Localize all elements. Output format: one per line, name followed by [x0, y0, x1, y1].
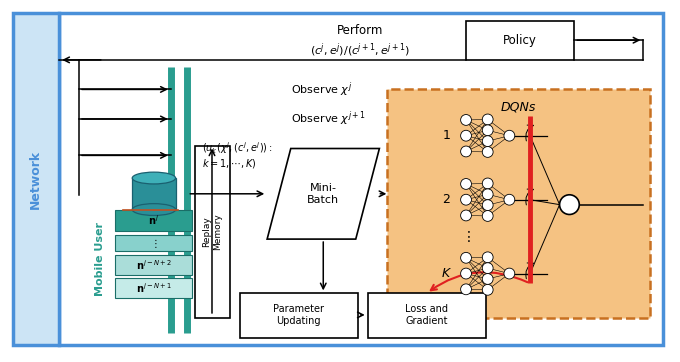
Bar: [368, 293, 486, 337]
Text: $\mathbf{n}^{j}$: $\mathbf{n}^{j}$: [148, 214, 159, 227]
Bar: [239, 293, 358, 337]
Text: 2: 2: [443, 193, 450, 206]
Circle shape: [460, 178, 471, 189]
Text: $\vdots$: $\vdots$: [461, 229, 471, 244]
Text: DQNs: DQNs: [501, 101, 537, 114]
Text: $K$: $K$: [441, 267, 452, 280]
Text: $(c^{j},e^{j})/(c^{j+1},e^{j+1})$: $(c^{j},e^{j})/(c^{j+1},e^{j+1})$: [309, 41, 410, 59]
Bar: [466, 21, 575, 60]
Text: Policy: Policy: [503, 34, 537, 47]
Bar: [116, 210, 192, 231]
Circle shape: [482, 211, 493, 222]
Text: $\vdots$: $\vdots$: [150, 236, 158, 249]
Bar: [116, 255, 192, 274]
Circle shape: [460, 268, 471, 279]
Ellipse shape: [132, 204, 175, 215]
Circle shape: [482, 263, 493, 274]
Text: Mobile User: Mobile User: [95, 222, 105, 296]
Text: Observe $\chi^{j+1}$: Observe $\chi^{j+1}$: [291, 110, 366, 128]
Circle shape: [504, 268, 515, 279]
Bar: [388, 89, 650, 318]
Circle shape: [482, 136, 493, 147]
Circle shape: [482, 252, 493, 263]
Circle shape: [460, 114, 471, 125]
Polygon shape: [267, 148, 379, 239]
Circle shape: [504, 194, 515, 205]
Circle shape: [460, 284, 471, 295]
Text: Parameter
Updating: Parameter Updating: [273, 304, 324, 326]
Circle shape: [482, 147, 493, 157]
Text: $\mathbf{n}^{j-N+2}$: $\mathbf{n}^{j-N+2}$: [136, 258, 172, 272]
Circle shape: [560, 195, 579, 214]
Text: 1: 1: [443, 129, 450, 142]
Circle shape: [482, 189, 493, 200]
Text: Network: Network: [29, 150, 42, 209]
Circle shape: [482, 274, 493, 285]
Text: Mini-
Batch: Mini- Batch: [307, 183, 339, 205]
Circle shape: [460, 252, 471, 263]
Circle shape: [460, 194, 471, 205]
Text: Perform: Perform: [337, 24, 383, 37]
Bar: [195, 146, 230, 318]
Bar: [132, 178, 175, 210]
Text: Replay
Memory: Replay Memory: [202, 213, 222, 249]
Text: Observe $\chi^{j}$: Observe $\chi^{j}$: [291, 80, 352, 99]
Circle shape: [504, 130, 515, 141]
Circle shape: [482, 285, 493, 295]
Bar: [116, 235, 192, 251]
Circle shape: [460, 146, 471, 157]
Ellipse shape: [132, 172, 175, 184]
Circle shape: [460, 130, 471, 141]
Circle shape: [482, 200, 493, 211]
Bar: [116, 278, 192, 298]
Text: Loss and
Gradient: Loss and Gradient: [405, 304, 448, 326]
Circle shape: [482, 125, 493, 136]
Circle shape: [460, 210, 471, 221]
Text: $\mathbf{n}^{j-N+1}$: $\mathbf{n}^{j-N+1}$: [136, 281, 172, 295]
Circle shape: [482, 114, 493, 125]
Text: $(u_k(\chi^{j},(c^{j},e^{j})):$: $(u_k(\chi^{j},(c^{j},e^{j})):$: [202, 140, 273, 156]
Circle shape: [482, 178, 493, 189]
Bar: [13, 13, 59, 345]
Text: $k=1,\cdots,K)$: $k=1,\cdots,K)$: [202, 157, 257, 170]
